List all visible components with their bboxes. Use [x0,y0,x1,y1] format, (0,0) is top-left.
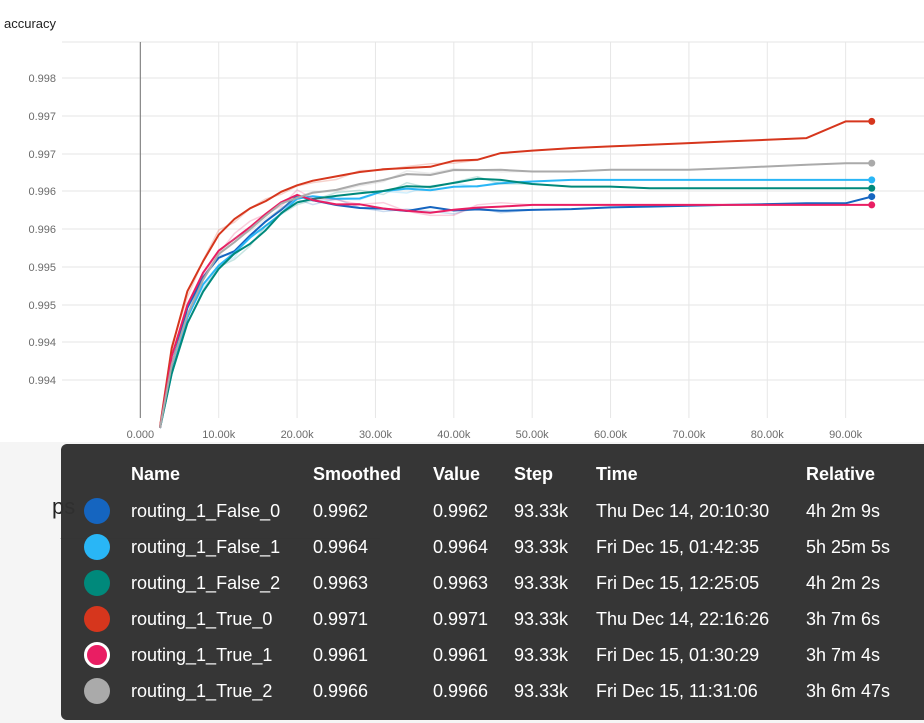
row-name: routing_1_False_1 [131,537,281,557]
row-relative: 3h 6m 47s [806,681,891,701]
accuracy-chart[interactable]: 0.000 10.00k 20.00k 30.00k 40.00k 50.00k 60.00… [0,0,924,442]
y-tick-label: 0.995 [28,300,56,312]
row-step: 93.33k [514,645,569,665]
tooltip-header: Name Smoothed Value Step Time Relative [61,459,924,489]
y-tick-label: 0.994 [28,375,56,387]
row-value: 0.9971 [433,609,489,629]
series-endpoint [868,184,876,192]
header-relative: Relative [806,464,876,484]
row-time: Thu Dec 14, 20:10:30 [596,501,770,521]
row-time: Thu Dec 14, 22:16:26 [596,609,770,629]
x-tick-label: 60.00k [594,429,628,441]
header-name: Name [131,464,181,484]
x-tick-label: 40.00k [437,429,471,441]
series-endpoint [868,176,876,184]
row-step: 93.33k [514,501,569,521]
row-name: routing_1_False_2 [131,573,281,593]
tooltip-row: routing_1_False_2 0.9963 0.9963 93.33k F… [61,568,924,598]
row-relative: 5h 25m 5s [806,537,891,557]
chart-tooltip: Name Smoothed Value Step Time Relative r… [61,444,924,720]
row-value: 0.9966 [433,681,489,701]
row-step: 93.33k [514,681,569,701]
series-endpoint [868,201,876,209]
y-tick-label: 0.996 [28,186,56,198]
series-color-swatch [84,498,110,524]
row-value: 0.9963 [433,573,489,593]
series-color-swatch [84,678,110,704]
y-tick-label: 0.997 [28,149,56,161]
tooltip-row: routing_1_True_1 0.9961 0.9961 93.33k Fr… [61,640,924,670]
row-time: Fri Dec 15, 12:25:05 [596,573,760,593]
header-smoothed: Smoothed [313,464,401,484]
tooltip-row: routing_1_True_2 0.9966 0.9966 93.33k Fr… [61,676,924,706]
x-tick-label: 0.000 [127,429,155,441]
x-tick-label: 90.00k [829,429,863,441]
tooltip-row: routing_1_False_1 0.9964 0.9964 93.33k F… [61,532,924,562]
row-relative: 3h 7m 4s [806,645,881,665]
row-time: Fri Dec 15, 01:42:35 [596,537,760,557]
y-tick-label: 0.997 [28,111,56,123]
y-tick-label: 0.996 [28,224,56,236]
header-time: Time [596,464,638,484]
header-step: Step [514,464,554,484]
header-value: Value [433,464,481,484]
chart-title: accuracy [4,16,57,31]
series-raw-line [159,162,872,429]
series-line [159,177,872,429]
series-line [159,120,872,428]
row-name: routing_1_True_2 [131,681,273,701]
x-tick-label: 30.00k [359,429,393,441]
series-line [159,193,872,429]
series-line [159,194,872,429]
chart-grid [62,41,924,418]
row-relative: 4h 2m 9s [806,501,881,521]
row-smoothed: 0.9961 [313,645,369,665]
series-endpoint [868,117,876,125]
row-relative: 3h 7m 6s [806,609,881,629]
x-tick-label: 70.00k [672,429,706,441]
row-smoothed: 0.9963 [313,573,369,593]
row-smoothed: 0.9966 [313,681,369,701]
row-smoothed: 0.9964 [313,537,369,557]
row-smoothed: 0.9971 [313,609,369,629]
row-step: 93.33k [514,609,569,629]
x-tick-label: 50.00k [516,429,550,441]
row-value: 0.9962 [433,501,489,521]
row-smoothed: 0.9962 [313,501,369,521]
series-endpoint [868,193,876,201]
row-relative: 4h 2m 2s [806,573,881,593]
series-color-swatch [84,606,110,632]
series-line [159,178,872,429]
row-value: 0.9964 [433,537,489,557]
tooltip-row: routing_1_False_0 0.9962 0.9962 93.33k T… [61,496,924,526]
row-name: routing_1_True_1 [131,645,273,665]
x-tick-label: 80.00k [751,429,785,441]
series-color-swatch [84,642,110,668]
series-line [159,162,872,429]
series-raw-line [159,195,872,429]
series-color-swatch [84,534,110,560]
row-name: routing_1_False_0 [131,501,281,521]
row-name: routing_1_True_0 [131,609,273,629]
row-time: Fri Dec 15, 11:31:06 [596,681,758,701]
tooltip-row: routing_1_True_0 0.9971 0.9971 93.33k Th… [61,604,924,634]
series-endpoint [868,159,876,167]
row-step: 93.33k [514,573,569,593]
y-tick-label: 0.995 [28,262,56,274]
x-tick-label: 10.00k [202,429,236,441]
chart-series [159,117,876,429]
y-tick-label: 0.994 [28,337,56,349]
row-time: Fri Dec 15, 01:30:29 [596,645,760,665]
chart-ticks: 0.000 10.00k 20.00k 30.00k 40.00k 50.00k 60.00… [28,73,862,441]
x-tick-label: 20.00k [281,429,315,441]
row-step: 93.33k [514,537,569,557]
row-value: 0.9961 [433,645,489,665]
y-tick-label: 0.998 [28,73,56,85]
series-color-swatch [84,570,110,596]
